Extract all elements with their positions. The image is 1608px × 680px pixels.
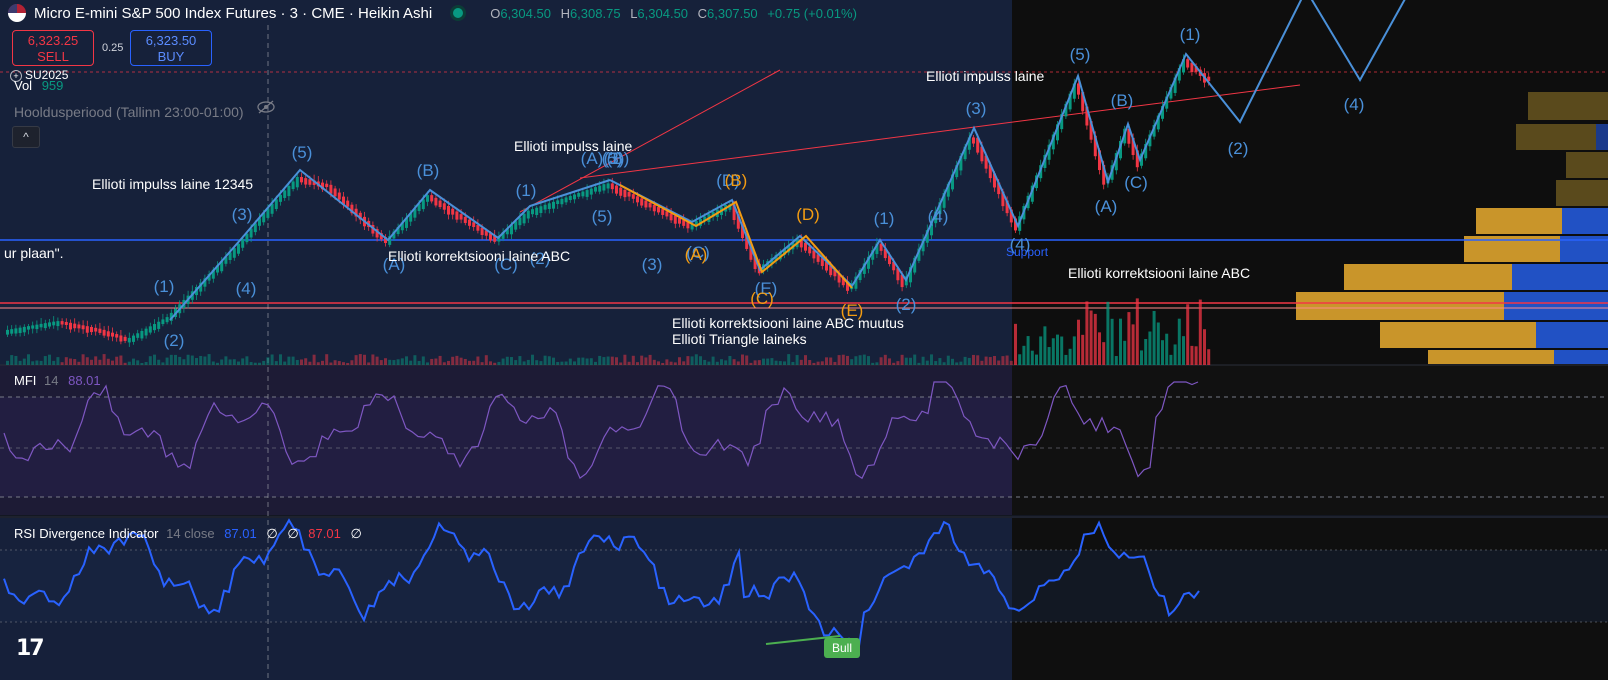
- bull-label-bg: [824, 638, 860, 658]
- wave-label-blue[interactable]: (A): [383, 255, 406, 274]
- market-open-icon: [450, 5, 467, 21]
- session-shade-main: [0, 0, 1012, 365]
- wave-label-blue[interactable]: (2): [530, 249, 551, 268]
- wave-labels: (1)(2)(3)(4)(5)(A)(B)(C)(1)(2) (3)(4)(5)(…: [154, 25, 1365, 350]
- sell-label: SELL: [37, 49, 69, 64]
- wave-label-blue[interactable]: (3): [642, 255, 663, 274]
- wave-label-blue[interactable]: (5): [1070, 45, 1091, 64]
- sell-price: 6,323.25: [27, 33, 79, 48]
- wave-label-blue[interactable]: (A): [1095, 197, 1118, 216]
- wave-label-blue[interactable]: (E): [755, 279, 778, 298]
- wave-label-blue[interactable]: (B): [1111, 91, 1134, 110]
- annotation-corr-abc-right[interactable]: Ellioti korrektsiooni laine ABC: [1068, 265, 1250, 281]
- wave-line-orange[interactable]: [619, 184, 853, 289]
- wave-label-blue[interactable]: (5): [602, 149, 623, 168]
- annotation-impulse-right[interactable]: Ellioti impulss laine: [926, 68, 1044, 84]
- symbol-title[interactable]: Micro E-mini S&P 500 Index Futures · 3 ·…: [34, 4, 433, 22]
- volume-profile: [1296, 92, 1608, 364]
- wave-label-blue[interactable]: (3): [232, 205, 253, 224]
- wave-label-blue[interactable]: (3): [966, 99, 987, 118]
- wave-label-orange[interactable]: (B): [725, 171, 748, 190]
- mfi-pane-bg-dark: [1012, 365, 1608, 515]
- wave-label-blue[interactable]: (C): [1124, 173, 1148, 192]
- trend-line[interactable]: [519, 69, 781, 213]
- plus-icon[interactable]: +: [10, 70, 22, 82]
- eye-off-icon[interactable]: [256, 100, 276, 114]
- wave-label-blue[interactable]: (1): [1180, 25, 1201, 44]
- price-change: +0.75 (+0.01%): [767, 5, 857, 21]
- symbol-header[interactable]: Micro E-mini S&P 500 Index Futures · 3 ·…: [8, 4, 857, 22]
- wave-label-blue[interactable]: (4): [928, 207, 949, 226]
- wave-label-blue[interactable]: (1): [874, 209, 895, 228]
- us-flag-icon: [8, 4, 26, 22]
- rsi-line: [3, 518, 1200, 647]
- wave-label-blue[interactable]: (2): [164, 331, 185, 350]
- support-label: Support: [1006, 245, 1049, 259]
- annotation-triangle[interactable]: Ellioti Triangle laineks: [672, 331, 807, 347]
- rsi-pane-bg-dark: [1012, 518, 1608, 680]
- wave-line-mid[interactable]: [609, 179, 853, 287]
- wave-label-blue[interactable]: (C): [494, 255, 518, 274]
- wave-label-blue[interactable]: (A): [581, 149, 604, 168]
- bull-label: Bull: [832, 641, 852, 655]
- annotation-corr-abc-change[interactable]: Ellioti korrektsiooni laine ABC muutus: [672, 315, 904, 331]
- collapse-legend-button[interactable]: ^: [12, 126, 40, 148]
- wave-label-orange[interactable]: (A): [685, 245, 708, 264]
- wave-line-right[interactable]: [851, 0, 1410, 287]
- wave-label-blue[interactable]: (1): [154, 277, 175, 296]
- mfi-line: [3, 381, 1199, 480]
- wave-label-blue[interactable]: (2): [896, 295, 917, 314]
- wave-label-blue[interactable]: (2): [1228, 139, 1249, 158]
- volume-legend[interactable]: Vol 959: [14, 78, 64, 93]
- wave-label-blue[interactable]: (B): [417, 161, 440, 180]
- ohlc-readout: O6,304.50 H6,308.75 L6,304.50 C6,307.50 …: [490, 5, 857, 21]
- wave-label-blue[interactable]: (3): [604, 149, 625, 168]
- contract-legend[interactable]: + SU2025: [10, 68, 68, 82]
- spread-value: 0.25: [102, 42, 124, 54]
- wave-label-blue[interactable]: (1): [516, 181, 537, 200]
- annotation-impulse-mid[interactable]: Ellioti impulss laine: [514, 138, 632, 154]
- wave-label-orange[interactable]: (D): [796, 205, 820, 224]
- session-legend[interactable]: Hooldusperiood (Tallinn 23:00-01:00): [14, 104, 244, 120]
- wave-line-left[interactable]: [169, 168, 611, 321]
- rsi-legend[interactable]: RSI Divergence Indicator 14 close 87.01 …: [14, 526, 362, 541]
- wave-label-blue[interactable]: (4): [1010, 235, 1031, 254]
- wave-label-orange[interactable]: (E): [841, 301, 864, 320]
- buy-price: 6,323.50: [145, 33, 197, 48]
- annotation-corr-abc-left[interactable]: Ellioti korrektsiooni laine ABC: [388, 248, 570, 264]
- annotation-impulse-12345[interactable]: Ellioti impulss laine 12345: [92, 176, 253, 192]
- wave-label-blue[interactable]: (C): [686, 243, 710, 262]
- wave-label-blue[interactable]: (5): [292, 143, 313, 162]
- wave-label-blue[interactable]: (4): [1344, 95, 1365, 114]
- buy-button[interactable]: 6,323.50 BUY: [130, 30, 212, 66]
- bull-divergence-line: [765, 635, 841, 645]
- tradingview-logo[interactable]: 17: [16, 636, 45, 661]
- sell-button[interactable]: 6,323.25 SELL: [12, 30, 94, 66]
- annotation-cut-text[interactable]: ur plaan".: [4, 245, 63, 261]
- wave-label-blue[interactable]: (B): [607, 149, 630, 168]
- wave-label-blue[interactable]: (4): [236, 279, 257, 298]
- volume-bars: [6, 298, 1211, 365]
- mfi-band: [0, 397, 1012, 497]
- buy-label: BUY: [157, 49, 185, 64]
- trend-line[interactable]: [579, 84, 1301, 179]
- wave-label-orange[interactable]: (C): [750, 289, 774, 308]
- wave-label-blue[interactable]: (D): [716, 171, 740, 190]
- wave-label-blue[interactable]: (5): [592, 207, 613, 226]
- mfi-legend[interactable]: MFI 14 88.01: [14, 373, 101, 388]
